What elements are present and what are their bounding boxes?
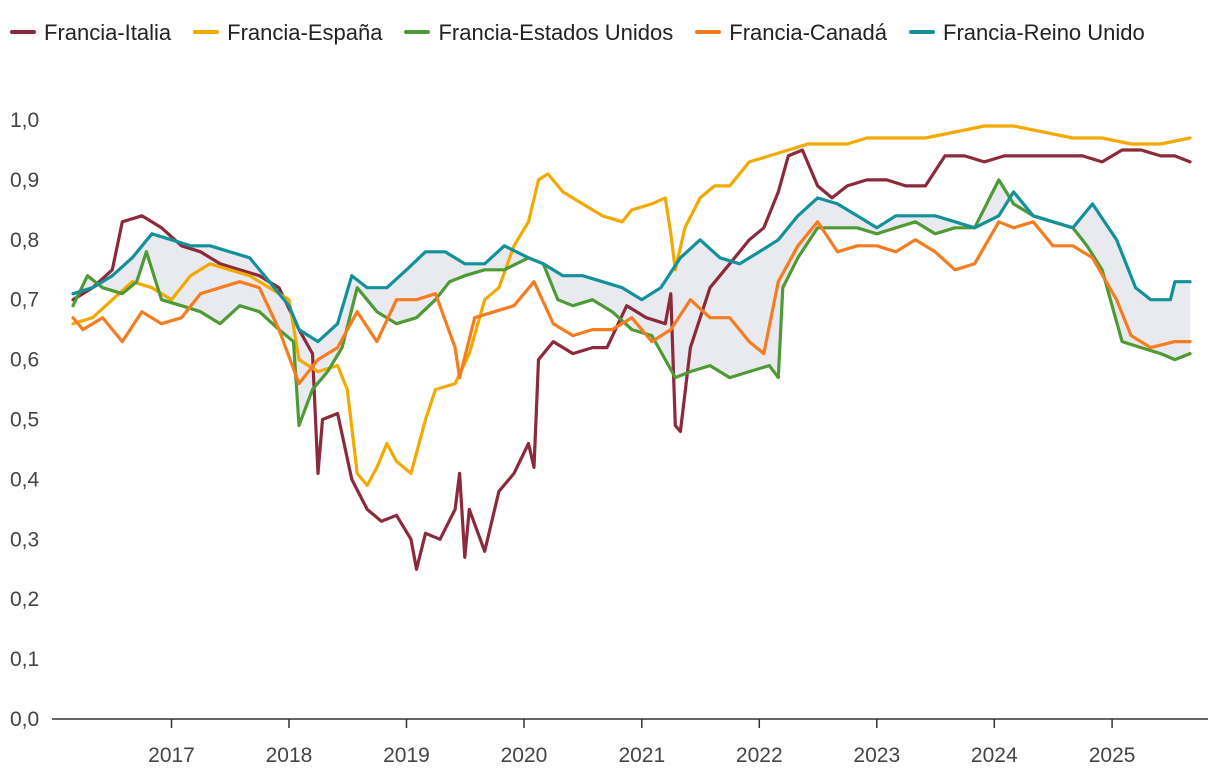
legend-swatch: [404, 30, 431, 35]
legend-swatch: [695, 30, 722, 35]
series-layer: [71, 124, 1192, 571]
y-tick-label: 0,6: [10, 349, 39, 372]
y-tick-label: 0,2: [10, 588, 39, 611]
x-tick-label: 2018: [266, 744, 313, 767]
y-tick-label: 0,4: [10, 468, 40, 491]
legend-label: Francia-Estados Unidos: [438, 20, 674, 45]
band-layer: [73, 182, 1190, 423]
legend-label: Francia-España: [227, 20, 383, 45]
legend-label: Francia-Italia: [44, 20, 172, 45]
y-tick-label: 0,0: [10, 708, 39, 731]
x-tick-label: 2023: [853, 744, 900, 767]
y-tick-label: 0,5: [10, 409, 39, 432]
legend-item-francia-italia: Francia-Italia: [10, 14, 171, 52]
x-tick-label: 2025: [1089, 744, 1136, 767]
legend-swatch: [193, 30, 220, 35]
legend-item-francia-reino-unido: Francia-Reino Unido: [909, 14, 1145, 52]
y-tick-label: 1,0: [10, 109, 39, 132]
x-tick-label: 2020: [501, 744, 548, 767]
legend-item-francia-espana: Francia-España: [193, 14, 382, 52]
legend-swatch: [909, 30, 935, 35]
y-tick-label: 0,8: [10, 229, 39, 252]
legend-item-francia-estados-unidos: Francia-Estados Unidos: [404, 14, 673, 52]
legend-swatch: [10, 30, 36, 35]
series-line-francia-italia: [71, 148, 1192, 571]
y-tick-label: 0,3: [10, 528, 39, 551]
series-line-francia-reino-unido: [71, 190, 1192, 344]
x-tick-label: 2022: [736, 744, 783, 767]
x-tick-label: 2021: [618, 744, 665, 767]
chart-legend: Francia-Italia Francia-España Francia-Esta…: [10, 14, 1210, 52]
series-line-francia-estados-unidos: [71, 178, 1192, 428]
y-tick-label: 0,1: [10, 648, 39, 671]
axis-layer: 0,0 0,1 0,2 0,3 0,4 0,5 0,6 0,7 0,8 0,9 1,0 2017 201…: [10, 109, 1208, 767]
legend-label: Francia-Reino Unido: [943, 20, 1145, 45]
x-tick-label: 2017: [148, 744, 195, 767]
series-line-francia-canada: [71, 220, 1192, 386]
legend-label: Francia-Canadá: [729, 20, 887, 45]
x-tick-label: 2024: [971, 744, 1018, 767]
legend-item-francia-canada: Francia-Canadá: [695, 14, 887, 52]
y-tick-label: 0,9: [10, 169, 39, 192]
shaded-band: [73, 182, 1190, 423]
x-tick-label: 2019: [383, 744, 430, 767]
y-tick-label: 0,7: [10, 289, 39, 312]
